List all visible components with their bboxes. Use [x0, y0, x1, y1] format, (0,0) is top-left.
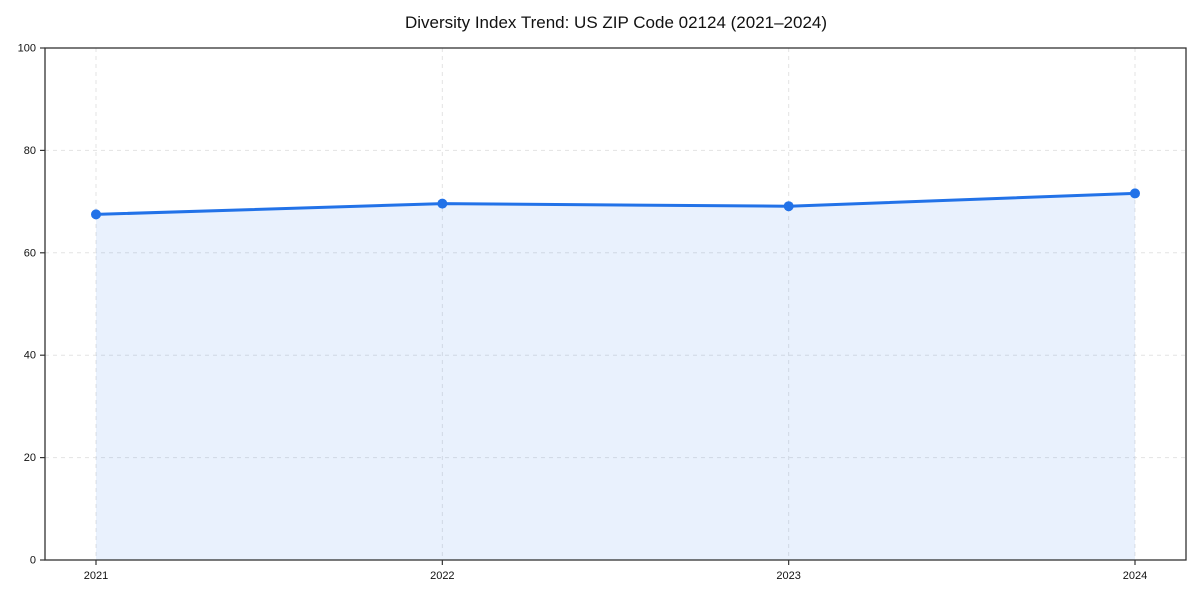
- x-tick-label: 2023: [776, 570, 800, 582]
- y-tick-label: 60: [24, 247, 36, 259]
- trend-line: [94, 191, 1137, 216]
- data-point: [783, 201, 794, 212]
- y-tick-label: 80: [24, 145, 36, 157]
- y-tick-label: 20: [24, 452, 36, 464]
- y-tick-label: 0: [30, 555, 36, 567]
- x-tick-label: 2024: [1123, 570, 1147, 582]
- y-tick-label: 40: [24, 350, 36, 362]
- x-tick-label: 2022: [430, 570, 454, 582]
- area-fill: [96, 193, 1135, 560]
- y-tick-label: 100: [18, 43, 36, 55]
- data-point: [91, 209, 101, 220]
- plot-area: 0 20 40 60 80 100 2021 2022 2023 2024: [18, 43, 1187, 582]
- chart-title: Diversity Index Trend: US ZIP Code 02124…: [405, 13, 827, 32]
- x-tick-label: 2021: [84, 570, 108, 582]
- data-point: [1130, 188, 1140, 199]
- axis-frame: [44, 47, 1187, 561]
- data-point: [437, 198, 448, 209]
